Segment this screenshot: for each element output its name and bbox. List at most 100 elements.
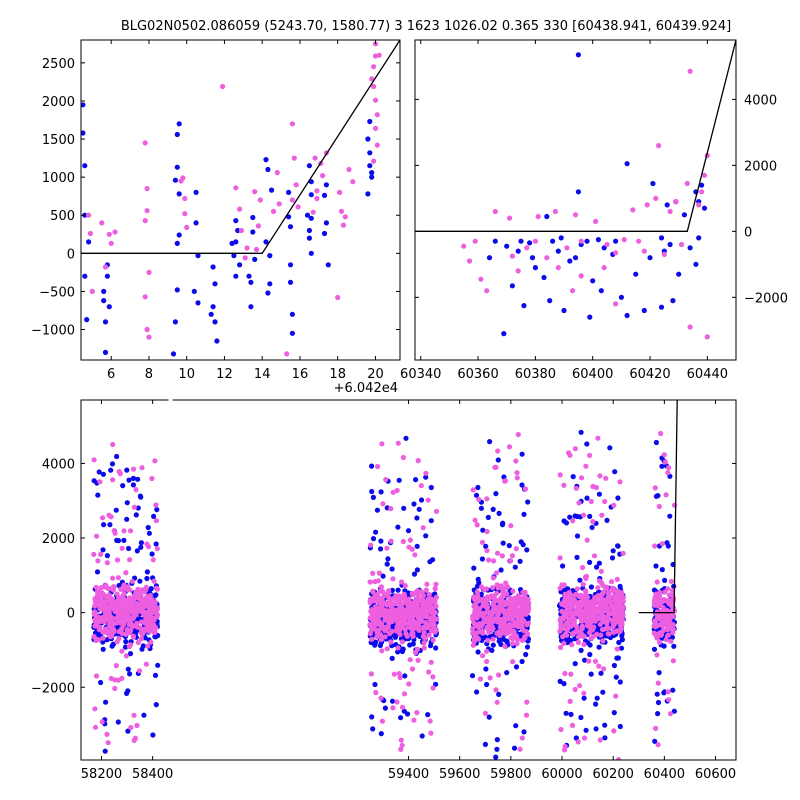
data-point (581, 641, 587, 648)
x-tick-label: 60360 (457, 367, 498, 382)
data-point (557, 555, 563, 561)
data-point (558, 726, 564, 733)
data-point (523, 712, 530, 718)
data-point (414, 515, 420, 521)
data-point (499, 522, 506, 528)
data-point (372, 598, 379, 604)
data-point (378, 538, 384, 544)
data-point (149, 551, 155, 557)
data-point (130, 466, 137, 472)
data-point (490, 585, 496, 591)
y-tick-label: 2000 (42, 532, 75, 547)
x-tick-label: 8 (145, 367, 153, 382)
data-point (100, 471, 106, 477)
data-point (491, 558, 497, 564)
data-point (509, 659, 516, 665)
data-point (471, 620, 477, 626)
data-point (504, 243, 510, 249)
data-point (154, 507, 160, 513)
data-point (380, 589, 386, 595)
data-point (394, 699, 400, 705)
data-point (482, 741, 488, 748)
data-point (412, 612, 418, 618)
x-tick-label: 18 (329, 367, 346, 382)
data-point (513, 546, 519, 552)
data-point (81, 102, 86, 108)
data-point (484, 594, 490, 600)
data-point (503, 580, 509, 586)
data-point (267, 253, 273, 259)
data-point (518, 238, 524, 244)
data-point (110, 477, 116, 483)
data-point (555, 248, 561, 254)
data-point (210, 304, 216, 310)
data-point (152, 458, 158, 464)
data-point (607, 445, 613, 451)
data-point (480, 621, 486, 627)
data-point (503, 584, 509, 591)
data-point (598, 670, 604, 676)
data-point (578, 238, 584, 244)
data-point (248, 279, 254, 285)
data-point (520, 603, 526, 609)
data-point (390, 489, 396, 495)
data-point (596, 663, 602, 669)
data-point (425, 712, 431, 718)
data-point (125, 584, 131, 590)
data-point (574, 533, 581, 539)
data-point (119, 648, 125, 654)
data-point (112, 677, 118, 683)
data-point (130, 475, 136, 481)
data-point (287, 262, 294, 268)
data-point (407, 657, 413, 663)
data-point (174, 287, 180, 293)
data-point (499, 600, 505, 607)
data-point (499, 630, 505, 636)
data-point (421, 645, 427, 651)
x-tick-label: 60340 (400, 367, 441, 382)
data-point (584, 495, 590, 501)
x-tick-label: 16 (292, 367, 309, 382)
data-point (473, 604, 479, 610)
data-point (425, 497, 431, 503)
data-point (587, 651, 593, 658)
data-point (373, 689, 379, 696)
data-point (102, 593, 108, 599)
data-point (654, 609, 661, 615)
data-point (415, 458, 421, 464)
data-point (495, 610, 501, 617)
data-point (484, 548, 490, 554)
data-point (507, 621, 513, 628)
data-point (653, 195, 659, 201)
data-point (611, 502, 617, 508)
data-point (604, 517, 610, 524)
x-tick-label: 6 (107, 367, 115, 382)
data-point (401, 614, 408, 620)
data-point (610, 624, 616, 630)
data-point (492, 238, 498, 244)
data-point (657, 616, 663, 622)
data-point (144, 569, 150, 575)
data-point (564, 245, 570, 251)
data-point (99, 220, 105, 226)
data-point (111, 629, 117, 635)
data-point (624, 312, 630, 319)
data-point (565, 610, 571, 616)
data-point (145, 618, 151, 624)
data-point (134, 722, 140, 729)
data-point (661, 251, 667, 257)
data-point (486, 255, 493, 261)
data-point (403, 435, 409, 441)
panel-zoom: 6 8 10 12 14 16 18 20 −1000 −500 0 500 1000 1500 2000 2… (31, 39, 401, 396)
data-point (399, 639, 405, 645)
data-point (479, 556, 485, 562)
data-point (491, 600, 497, 606)
data-point (94, 533, 100, 539)
data-point (430, 685, 436, 691)
data-point (399, 579, 405, 585)
data-point (237, 206, 243, 212)
data-point (484, 618, 490, 624)
data-point (667, 241, 673, 248)
data-point (560, 634, 566, 640)
data-point (420, 525, 426, 531)
